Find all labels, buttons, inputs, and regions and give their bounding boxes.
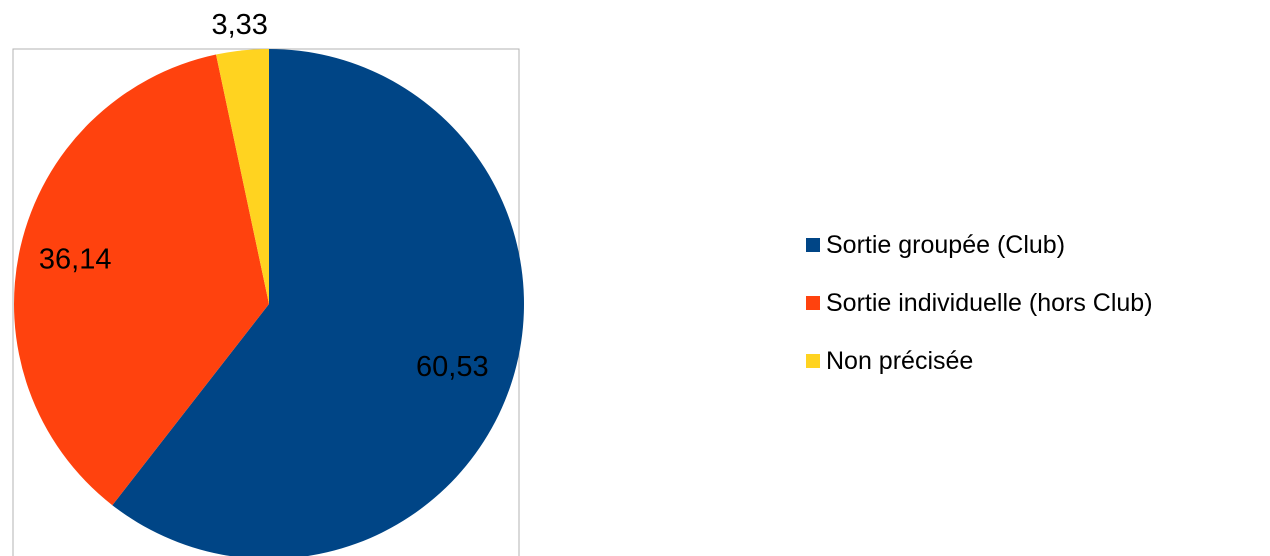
legend-item-sortie-individuelle: Sortie individuelle (hors Club) bbox=[806, 288, 1153, 318]
data-label: 36,14 bbox=[39, 243, 112, 275]
legend: Sortie groupée (Club) Sortie individuell… bbox=[806, 230, 1153, 376]
legend-item-sortie-groupee: Sortie groupée (Club) bbox=[806, 230, 1153, 260]
legend-swatch bbox=[806, 238, 820, 252]
slice-sortie-groupee bbox=[112, 49, 524, 556]
pie-slices bbox=[13, 49, 524, 556]
data-label: 3,33 bbox=[211, 9, 267, 41]
data-labels: 60,53 36,14 3,33 bbox=[39, 9, 489, 383]
legend-swatch bbox=[806, 354, 820, 368]
legend-label: Non précisée bbox=[826, 346, 974, 375]
legend-item-non-precisee: Non précisée bbox=[806, 346, 1153, 376]
slice-sortie-individuelle bbox=[13, 54, 270, 506]
legend-swatch bbox=[806, 296, 820, 310]
legend-label: Sortie individuelle (hors Club) bbox=[826, 288, 1153, 317]
data-label: 60,53 bbox=[416, 351, 489, 383]
slice-non-precisee bbox=[216, 49, 269, 304]
legend-label: Sortie groupée (Club) bbox=[826, 230, 1066, 259]
